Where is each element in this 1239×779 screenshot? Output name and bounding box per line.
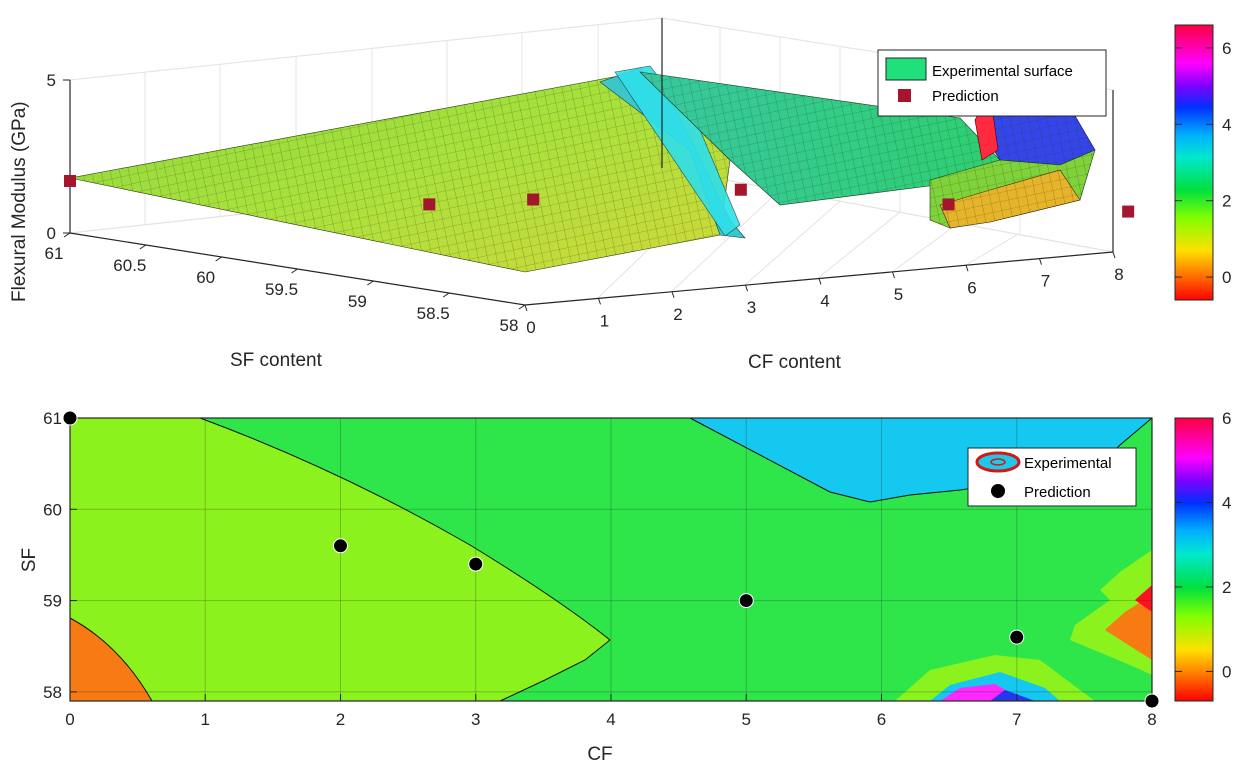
cf-tick-label: 7 xyxy=(1041,272,1050,291)
prediction-point xyxy=(738,593,754,609)
surface-colorbar: 6 4 2 0 xyxy=(1174,24,1231,301)
prediction-point xyxy=(333,538,348,554)
sf-tick-label: 59.5 xyxy=(265,280,298,299)
colorbar-tick-label: 0 xyxy=(1222,268,1231,287)
colorbar-tick-label: 6 xyxy=(1222,39,1231,58)
contour-legend: Experimental Prediction xyxy=(967,447,1137,507)
sf-tick-label: 60.5 xyxy=(113,256,146,275)
prediction-point xyxy=(1009,629,1025,645)
z-tick-label: 5 xyxy=(47,71,56,90)
sf-tick-label: 59 xyxy=(43,592,62,611)
prediction-point xyxy=(1144,693,1160,709)
colorbar-tick-label: 4 xyxy=(1222,115,1231,134)
surface-ridge-face xyxy=(614,65,741,237)
prediction-marker xyxy=(527,193,540,206)
colorbar-tick-label: 0 xyxy=(1222,662,1231,681)
sf-tick-label: 58.5 xyxy=(417,304,450,323)
cf-tick-label: 7 xyxy=(1012,710,1021,729)
colorbar-tick-label: 4 xyxy=(1222,493,1231,512)
surface-x-axis-label: SF content xyxy=(230,350,323,371)
sf-tick-label: 61 xyxy=(43,409,62,428)
prediction-marker xyxy=(64,174,76,187)
cf-tick-label: 1 xyxy=(600,311,609,330)
z-ticks-marks xyxy=(63,79,70,234)
legend-entry-prediction: Prediction xyxy=(1024,484,1091,501)
cf-tick-label: 2 xyxy=(336,710,345,729)
cf-tick-label: 0 xyxy=(526,318,535,337)
legend-entry-prediction: Prediction xyxy=(932,88,999,105)
surface-valley-mesh xyxy=(930,150,1095,228)
prediction-point xyxy=(468,556,484,572)
surface-legend: Experimental surface Prediction xyxy=(877,49,1107,117)
contour-region-right-orange xyxy=(1105,595,1152,660)
colorbar-tick-label: 6 xyxy=(1222,409,1231,428)
legend-entry-experimental: Experimental xyxy=(1024,455,1112,472)
cf-tick-label: 4 xyxy=(820,292,829,311)
contour-x-axis-label: CF xyxy=(587,744,612,765)
prediction-marker xyxy=(734,183,747,196)
cf-tick-label: 5 xyxy=(742,710,751,729)
sf-tick-label: 59 xyxy=(348,292,367,311)
surface-plot: 0 5 61 60.5 60 59.5 59 58.5 58 0 1 2 3 4 5 6 7 8 xyxy=(45,17,1135,337)
contour-region-light-green xyxy=(70,418,610,701)
cf-tick-label: 6 xyxy=(877,710,886,729)
surface-plateau-mesh xyxy=(640,72,1000,205)
surface-z-axis-label: Flexural Modulus (GPa) xyxy=(9,101,30,302)
colorbar-tick-label: 2 xyxy=(1222,192,1231,211)
contour-y-axis-label: SF xyxy=(19,548,40,572)
surface-y-axis-label: CF content xyxy=(748,352,842,373)
cf-tick-label: 8 xyxy=(1147,710,1156,729)
surface-flat-region-mesh xyxy=(70,72,730,272)
z-tick-label: 0 xyxy=(47,224,56,243)
legend-experimental-swatch xyxy=(975,451,1021,473)
legend-prediction-swatch xyxy=(898,89,911,102)
sf-tick-label: 61 xyxy=(45,244,64,263)
cf-tick-label: 3 xyxy=(471,710,480,729)
cf-tick-label: 1 xyxy=(201,710,210,729)
cf-tick-label: 6 xyxy=(967,278,976,297)
cf-tick-label: 8 xyxy=(1114,265,1123,284)
legend-prediction-swatch xyxy=(991,484,1005,498)
contour-colorbar: 6 4 2 0 xyxy=(1174,409,1231,702)
cf-tick-label: 5 xyxy=(894,285,903,304)
prediction-point xyxy=(62,410,78,426)
contour-region-right-red xyxy=(1135,585,1152,612)
contour-region-bottom-blue2 xyxy=(990,690,1035,701)
cf-tick-label: 0 xyxy=(65,710,74,729)
cf-tick-label: 2 xyxy=(673,305,682,324)
cf-tick-label: 3 xyxy=(747,298,756,317)
cf-tick-label: 4 xyxy=(606,710,615,729)
sf-tick-label: 58 xyxy=(500,316,519,335)
contour-region-cyan xyxy=(690,418,1152,502)
sf-tick-label: 58 xyxy=(43,683,62,702)
colorbar-tick-label: 2 xyxy=(1222,578,1231,597)
contour-region-orange xyxy=(70,618,152,701)
prediction-marker xyxy=(1122,205,1135,218)
prediction-marker xyxy=(423,198,436,211)
prediction-marker xyxy=(942,198,955,211)
legend-surface-swatch xyxy=(885,57,927,81)
sf-tick-label: 60 xyxy=(196,268,215,287)
sf-tick-label: 60 xyxy=(43,500,62,519)
legend-entry-surface: Experimental surface xyxy=(932,63,1073,80)
